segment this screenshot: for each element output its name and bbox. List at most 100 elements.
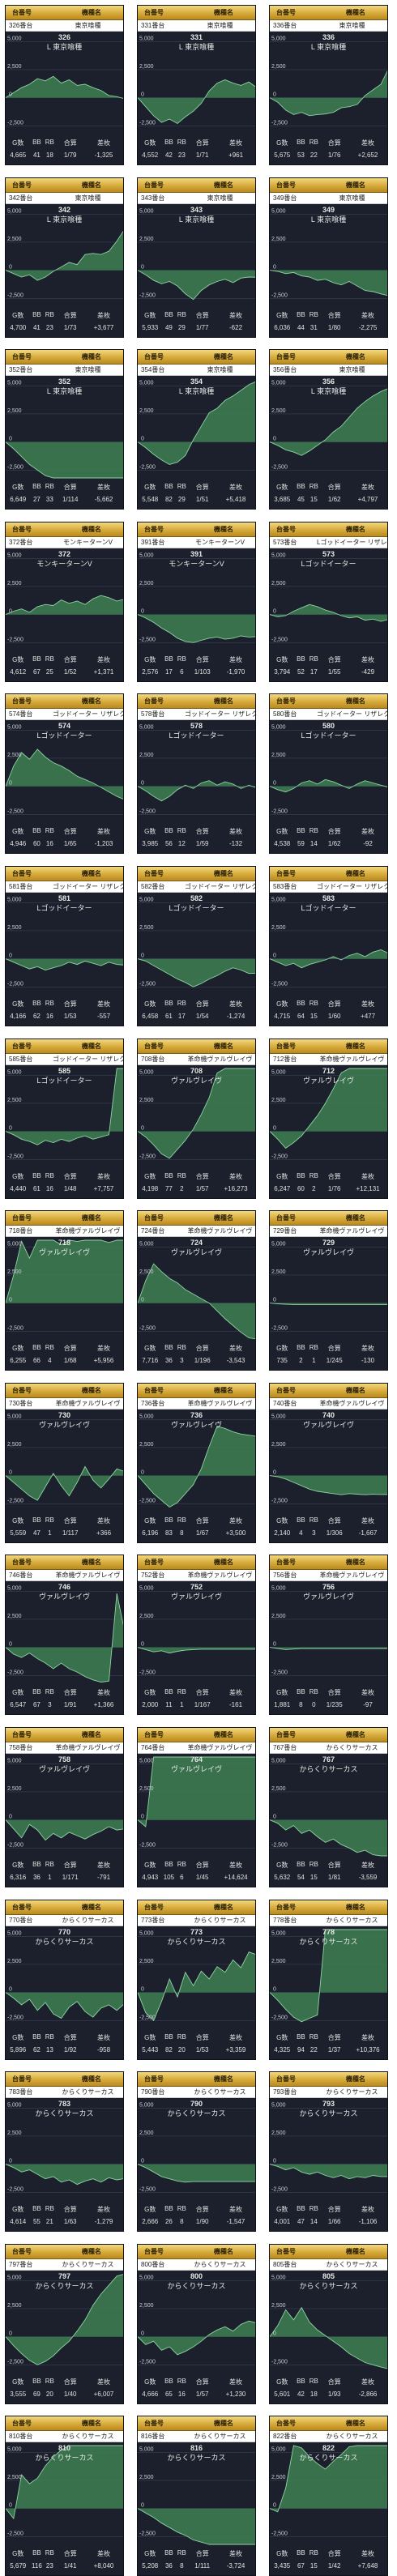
card-subheader: 349番台 東京喰種 <box>270 192 387 204</box>
total-odds-value: 1/60 <box>327 1012 341 1020</box>
diff-line <box>270 1929 387 2022</box>
diff-label: 差枚 <box>361 1000 375 1008</box>
games-value: 4,700 <box>10 323 27 331</box>
unit-card[interactable]: 台番号 機種名 718番台 革命機ヴァルヴレイヴ 5,000 2,500 0 -2,500 71… <box>5 1210 124 1371</box>
card-subheader: 783番台 からくりサーカス <box>6 2087 123 2099</box>
unit-card[interactable]: 台番号 機種名 349番台 東京喰種 5,000 2,500 0 -2,500 349 L 東京喰… <box>269 177 388 338</box>
unit-card[interactable]: 台番号 機種名 736番台 革命機ヴァルヴレイヴ 5,000 2,500 0 -2,500 73… <box>137 1382 256 1543</box>
diff-area <box>138 958 255 987</box>
unit-card[interactable]: 台番号 機種名 583番台 ゴッドイーター リザレクション 5,000 2,500 0 -2,… <box>269 865 388 1026</box>
unit-card[interactable]: 台番号 機種名 822番台 からくりサーカス 5,000 2,500 0 -2,500 822 か… <box>269 2416 388 2576</box>
y-label-5000: 5,000 <box>271 1930 286 1936</box>
unit-card[interactable]: 台番号 機種名 581番台 ゴッドイーター リザレクション 5,000 2,500 0 -2,… <box>5 865 124 1026</box>
unit-card[interactable]: 台番号 機種名 810番台 からくりサーカス 5,000 2,500 0 -2,500 810 か… <box>5 2416 124 2576</box>
diff-line <box>6 1593 123 1683</box>
diff-line <box>138 382 255 466</box>
machine-name: ヴァルヴレイヴ <box>38 1764 90 1773</box>
bb-label: BB <box>164 310 173 318</box>
unit-card[interactable]: 台番号 機種名 752番台 革命機ヴァルヴレイヴ 5,000 2,500 0 -2,500 75… <box>137 1555 256 1716</box>
diff-chart: 5,000 2,500 0 -2,500 <box>6 1068 123 1160</box>
machine-number: 822 <box>322 2444 335 2453</box>
unit-card[interactable]: 台番号 機種名 746番台 革命機ヴァルヴレイヴ 5,000 2,500 0 -2,500 74… <box>5 1555 124 1716</box>
unit-card[interactable]: 台番号 機種名 352番台 東京喰種 5,000 2,500 0 -2,500 352 L 東京喰… <box>5 349 124 510</box>
y-label-5000: 5,000 <box>271 1414 286 1419</box>
bb-value: 11 <box>165 1701 173 1709</box>
unit-card[interactable]: 台番号 機種名 783番台 からくりサーカス 5,000 2,500 0 -2,500 783 か… <box>5 2071 124 2233</box>
bb-label: BB <box>297 2205 305 2213</box>
machine-number: 718 <box>58 1239 71 1247</box>
diff-value: -1,203 <box>94 840 113 848</box>
diff-label: 差枚 <box>361 1345 375 1353</box>
unit-card[interactable]: 台番号 機種名 724番台 革命機ヴァルヴレイヴ 5,000 2,500 0 -2,500 72… <box>137 1210 256 1371</box>
stats-value-row: 4,946 60 16 1/65 -1,203 <box>6 840 123 847</box>
header-model-label: 機種名 <box>81 1559 101 1567</box>
unit-card[interactable]: 台番号 機種名 758番台 革命機ヴァルヴレイヴ 5,000 2,500 0 -2,500 75… <box>5 1726 124 1887</box>
y-label-minus-2500: -2,500 <box>271 1154 288 1159</box>
header-machine-number-label: 台番号 <box>144 2247 164 2255</box>
unit-card[interactable]: 台番号 機種名 573番台 Lゴッドイーター リザレクション 5,000 2,500 0 -2… <box>269 521 388 682</box>
card-subheader: 797番台 からくりサーカス <box>6 2258 123 2271</box>
rb-value: 23 <box>45 2562 53 2570</box>
total-odds-value: 1/41 <box>63 2562 77 2570</box>
unit-card[interactable]: 台番号 機種名 712番台 革命機ヴァルヴレイヴ 5,000 2,500 0 -2,500 71… <box>269 1038 388 1199</box>
unit-card[interactable]: 台番号 機種名 331番台 東京喰種 5,000 2,500 0 -2,500 331 L 東京喰… <box>137 5 256 165</box>
header-machine-number-label: 台番号 <box>12 2420 32 2428</box>
unit-card[interactable]: 台番号 機種名 342番台 東京喰種 5,000 2,500 0 -2,500 342 L 東京喰… <box>5 177 124 338</box>
unit-card[interactable]: 台番号 機種名 805番台 からくりサーカス 5,000 2,500 0 -2,500 805 か… <box>269 2243 388 2404</box>
unit-card[interactable]: 台番号 機種名 767番台 からくりサーカス 5,000 2,500 0 -2,500 767 か… <box>269 1726 388 1887</box>
games-value: 1,881 <box>274 1701 291 1709</box>
unit-card[interactable]: 台番号 機種名 756番台 革命機ヴァルヴレイヴ 5,000 2,500 0 -2,500 75… <box>269 1555 388 1716</box>
unit-card[interactable]: 台番号 機種名 391番台 モンキーターンV 5,000 2,500 0 -2,500 391 モ… <box>137 521 256 682</box>
diff-value: -92 <box>363 840 373 848</box>
card-header: 台番号 機種名 <box>138 1900 255 1915</box>
machine-tag: 800番台 <box>141 2260 165 2268</box>
y-label-zero: 0 <box>9 92 12 98</box>
machine-tag: 729番台 <box>273 1227 297 1235</box>
total-odds-label: 合算 <box>327 1689 341 1697</box>
machine-number: 752 <box>190 1583 203 1592</box>
unit-card[interactable]: 台番号 機種名 773番台 からくりサーカス 5,000 2,500 0 -2,500 773 か… <box>137 1899 256 2060</box>
unit-card[interactable]: 台番号 機種名 582番台 ゴッドイーター リザレクション 5,000 2,500 0 -2,… <box>137 865 256 1026</box>
unit-card[interactable]: 台番号 機種名 336番台 東京喰種 5,000 2,500 0 -2,500 336 L 東京喰… <box>269 5 388 165</box>
unit-card[interactable]: 台番号 機種名 372番台 モンキーターンV 5,000 2,500 0 -2,500 372 モ… <box>5 521 124 682</box>
bb-label: BB <box>297 1516 305 1524</box>
unit-card[interactable]: 台番号 機種名 730番台 革命機ヴァルヴレイヴ 5,000 2,500 0 -2,500 73… <box>5 1382 124 1543</box>
unit-card[interactable]: 台番号 機種名 578番台 ゴッドイーター リザレクション 5,000 2,500 0 -2,… <box>137 693 256 855</box>
y-label-zero: 0 <box>273 2503 276 2509</box>
y-label-2500: 2,500 <box>139 925 154 931</box>
stats-header-row: G数 BB RB 合算 差枚 <box>138 1516 255 1525</box>
unit-card[interactable]: 台番号 機種名 574番台 ゴッドイーター リザレクション 5,000 2,500 0 -2,… <box>5 693 124 855</box>
unit-card[interactable]: 台番号 機種名 580番台 ゴッドイーター リザレクション 5,000 2,500 0 -2,… <box>269 693 388 855</box>
unit-card[interactable]: 台番号 機種名 729番台 革命機ヴァルヴレイヴ 5,000 2,500 0 -2,500 72… <box>269 1210 388 1371</box>
unit-card[interactable]: 台番号 機種名 770番台 からくりサーカス 5,000 2,500 0 -2,500 770 か… <box>5 1899 124 2060</box>
rb-label: RB <box>45 1860 54 1868</box>
unit-card[interactable]: 台番号 機種名 356番台 東京喰種 5,000 2,500 0 -2,500 356 L 東京喰… <box>269 349 388 510</box>
rb-label: RB <box>177 1688 186 1696</box>
unit-card[interactable]: 台番号 機種名 793番台 からくりサーカス 5,000 2,500 0 -2,500 793 か… <box>269 2071 388 2233</box>
bb-value: 42 <box>297 2390 305 2398</box>
stats-header-row: G数 BB RB 合算 差枚 <box>270 311 387 320</box>
unit-card[interactable]: 台番号 機種名 354番台 東京喰種 5,000 2,500 0 -2,500 354 L 東京喰… <box>137 349 256 510</box>
header-model-label: 機種名 <box>345 2420 365 2428</box>
unit-card[interactable]: 台番号 機種名 790番台 からくりサーカス 5,000 2,500 0 -2,500 790 か… <box>137 2071 256 2233</box>
unit-card[interactable]: 台番号 機種名 778番台 からくりサーカス 5,000 2,500 0 -2,500 778 か… <box>269 1899 388 2060</box>
y-label-5000: 5,000 <box>7 1241 22 1247</box>
unit-card[interactable]: 台番号 機種名 343番台 東京喰種 5,000 2,500 0 -2,500 343 L 東京喰… <box>137 177 256 338</box>
unit-card[interactable]: 台番号 機種名 585番台 ゴッドイーター リザレクション 5,000 2,500 0 -2,… <box>5 1038 124 1199</box>
machine-tag: 342番台 <box>9 194 33 202</box>
unit-card[interactable]: 台番号 機種名 740番台 革命機ヴァルヴレイヴ 5,000 2,500 0 -2,500 74… <box>269 1382 388 1543</box>
unit-card[interactable]: 台番号 機種名 326番台 東京喰種 5,000 2,500 0 -2,500 326 L 東京喰… <box>5 5 124 165</box>
machine-tag: 352番台 <box>9 366 33 374</box>
diff-value: -2,275 <box>358 323 378 331</box>
unit-card[interactable]: 台番号 機種名 708番台 革命機ヴァルヴレイヴ 5,000 2,500 0 -2,500 70… <box>137 1038 256 1199</box>
unit-card[interactable]: 台番号 機種名 800番台 からくりサーカス 5,000 2,500 0 -2,500 800 か… <box>137 2243 256 2404</box>
y-label-2500: 2,500 <box>7 1959 22 1964</box>
total-odds-value: 1/62 <box>327 840 341 848</box>
total-odds-value: 1/71 <box>195 151 209 159</box>
unit-card[interactable]: 台番号 機種名 764番台 革命機ヴァルヴレイヴ 5,000 2,500 0 -2,500 76… <box>137 1726 256 1887</box>
model-name: からくりサーカス <box>326 2088 378 2096</box>
model-name: からくりサーカス <box>62 2088 114 2096</box>
y-label-zero: 0 <box>141 2331 144 2336</box>
unit-card[interactable]: 台番号 機種名 797番台 からくりサーカス 5,000 2,500 0 -2,500 797 か… <box>5 2243 124 2404</box>
unit-card[interactable]: 台番号 機種名 816番台 からくりサーカス 5,000 2,500 0 -2,500 816 か… <box>137 2416 256 2576</box>
